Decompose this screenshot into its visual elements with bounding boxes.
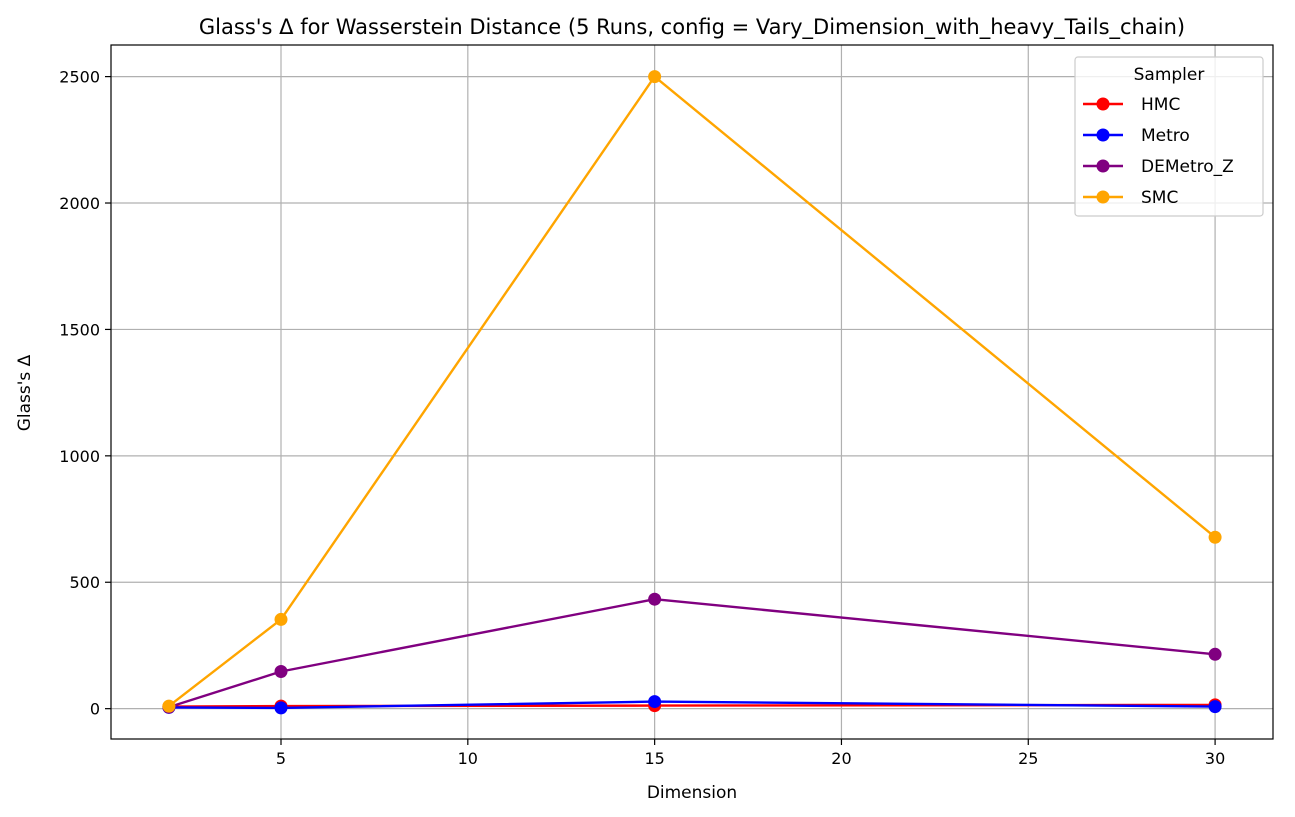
y-tick-label: 2000 (59, 194, 100, 213)
y-tick-label: 0 (90, 700, 100, 719)
series-line-smc (168, 75, 1216, 708)
x-tick-label: 5 (276, 749, 286, 768)
legend-label: SMC (1141, 188, 1178, 208)
legend-box (1074, 56, 1264, 217)
legend-swatch-marker (1096, 128, 1110, 142)
legend-item: DEMetro_Z (1083, 157, 1234, 177)
chart-title: Glass's Δ for Wasserstein Distance (5 Ru… (199, 15, 1185, 40)
data-point-metro (1208, 700, 1222, 714)
legend-swatch-marker (1096, 159, 1110, 173)
legend-title: Sampler (1134, 65, 1205, 85)
series-layer (162, 70, 1222, 715)
series-line-metro (168, 700, 1216, 710)
legend-swatch-marker (1096, 97, 1110, 111)
data-point-smc (1208, 530, 1222, 544)
x-axis: 5 10 15 20 25 30 (276, 739, 1225, 768)
y-axis-label: Glass's Δ (15, 354, 35, 431)
series-line-demetro-z (168, 598, 1216, 709)
series-smc (162, 70, 1222, 713)
y-tick-label: 1000 (59, 447, 100, 466)
data-point-smc (162, 699, 176, 713)
legend-item: Metro (1083, 126, 1190, 146)
x-tick-label: 25 (1018, 749, 1038, 768)
data-point-smc (274, 612, 288, 626)
y-axis: 0 500 1000 1500 2000 2500 (59, 68, 111, 719)
legend-label: DEMetro_Z (1141, 157, 1234, 177)
data-point-demetro-z (1208, 647, 1222, 661)
plot-frame (110, 44, 1274, 740)
x-tick-label: 20 (831, 749, 851, 768)
y-tick-label: 1500 (59, 320, 100, 339)
legend-item: SMC (1083, 188, 1178, 208)
x-axis-label: Dimension (647, 783, 737, 803)
legend: Sampler HMC Metro DEMetro_Z SMC (1074, 56, 1264, 217)
x-tick-label: 10 (458, 749, 478, 768)
legend-label: Metro (1141, 126, 1190, 146)
legend-swatch-marker (1096, 190, 1110, 204)
legend-item: HMC (1083, 95, 1180, 115)
x-tick-label: 15 (644, 749, 664, 768)
data-point-metro (648, 695, 662, 709)
y-tick-label: 500 (69, 573, 100, 592)
x-tick-label: 30 (1205, 749, 1225, 768)
data-point-metro (274, 701, 288, 715)
legend-label: HMC (1141, 95, 1180, 115)
series-demetro-z (162, 592, 1222, 714)
data-point-demetro-z (274, 664, 288, 678)
y-tick-label: 2500 (59, 68, 100, 87)
data-point-smc (648, 70, 662, 84)
data-point-demetro-z (648, 592, 662, 606)
